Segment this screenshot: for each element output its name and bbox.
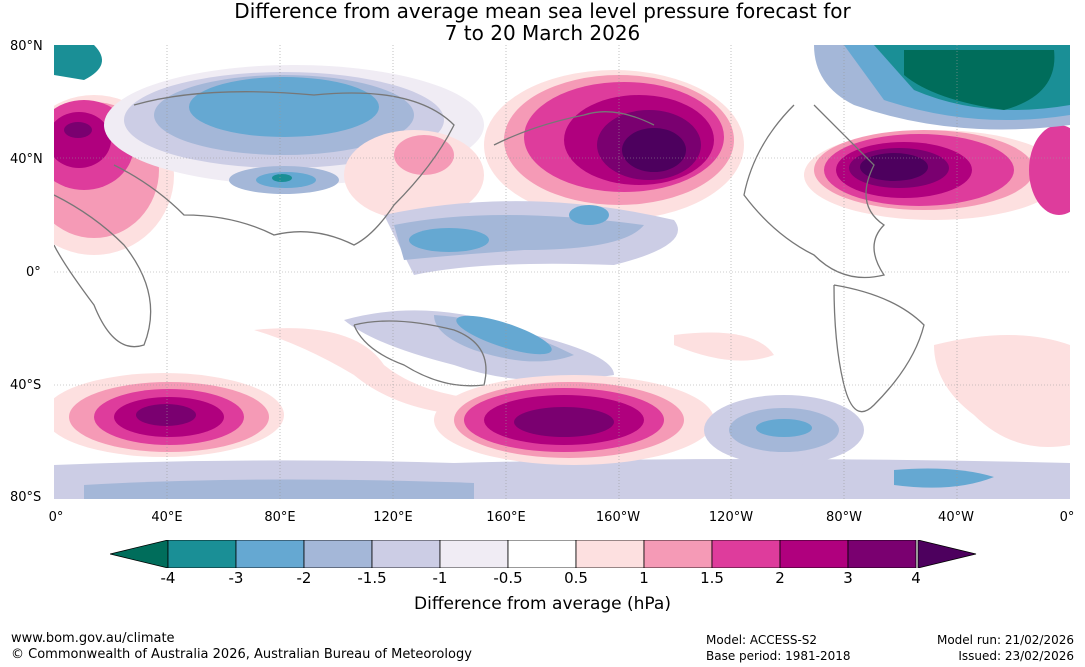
colorbar-tick-label: 0.5 bbox=[564, 569, 588, 587]
colorbar-swatch bbox=[507, 540, 577, 568]
title-line-1: Difference from average mean sea level p… bbox=[234, 0, 851, 23]
colorbar-tick-label: -1 bbox=[432, 569, 448, 587]
anomaly-region bbox=[934, 335, 1070, 447]
anomaly-region bbox=[84, 479, 474, 499]
anomaly-region bbox=[569, 205, 609, 225]
anomaly-region bbox=[272, 174, 292, 182]
footer-issued: Issued: 23/02/2026 bbox=[958, 649, 1074, 663]
anomaly-region bbox=[1029, 125, 1070, 215]
colorbar bbox=[110, 540, 977, 568]
lon-label: 120°E bbox=[373, 510, 413, 525]
anomaly-region bbox=[409, 228, 489, 252]
anomaly-region bbox=[674, 332, 774, 361]
lat-label: 40°S bbox=[10, 378, 42, 393]
anomaly-region bbox=[254, 328, 534, 417]
lon-label: 80°E bbox=[264, 510, 296, 525]
footer-model-run: Model run: 21/02/2026 bbox=[936, 633, 1074, 647]
colorbar-swatch bbox=[167, 540, 237, 568]
anomaly-region bbox=[514, 407, 614, 437]
lon-label: 120°W bbox=[708, 510, 754, 525]
colorbar-over-triangle bbox=[917, 540, 977, 568]
anomaly-region bbox=[394, 135, 454, 175]
colorbar-tick-label: -2 bbox=[296, 569, 312, 587]
colorbar-label: Difference from average (hPa) bbox=[414, 594, 671, 614]
colorbar-tick-label: -0.5 bbox=[493, 569, 523, 587]
colorbar-swatch bbox=[711, 540, 781, 568]
footer-base-period: Base period: 1981-2018 bbox=[706, 649, 851, 663]
anomaly-region bbox=[904, 50, 1055, 110]
lon-label: 40°W bbox=[938, 510, 974, 525]
colorbar-swatch bbox=[779, 540, 849, 568]
colorbar-tick-label: 4 bbox=[911, 569, 921, 587]
graticule bbox=[54, 45, 1070, 499]
anomaly-region bbox=[756, 419, 812, 437]
lon-label: 160°E bbox=[486, 510, 526, 525]
anomaly-region bbox=[64, 122, 92, 138]
lat-label: 80°N bbox=[10, 39, 43, 54]
map-title: Difference from average mean sea level p… bbox=[0, 0, 1085, 44]
lat-label: 40°N bbox=[10, 152, 43, 167]
anomaly-region bbox=[136, 404, 196, 426]
coastlines bbox=[54, 91, 925, 413]
anomaly-region bbox=[54, 45, 102, 80]
colorbar-tick-label: -1.5 bbox=[357, 569, 387, 587]
lon-label: 0° bbox=[48, 510, 64, 525]
colorbar-tick-label: 2 bbox=[775, 569, 785, 587]
anomaly-region bbox=[189, 77, 379, 137]
anomaly-region bbox=[894, 468, 994, 488]
lat-label: 80°S bbox=[10, 490, 42, 505]
footer-website: www.bom.gov.au/climate bbox=[11, 631, 175, 646]
colorbar-tick-label: 3 bbox=[843, 569, 853, 587]
anomaly-region bbox=[622, 128, 686, 172]
anomaly-region bbox=[860, 153, 928, 181]
colorbar-swatch bbox=[643, 540, 713, 568]
colorbar-swatch bbox=[371, 540, 441, 568]
colorbar-tick-label: 1 bbox=[639, 569, 649, 587]
colorbar-tick-label: -4 bbox=[160, 569, 176, 587]
colorbar-tick-label: -3 bbox=[228, 569, 244, 587]
lon-label: 40°E bbox=[151, 510, 183, 525]
colorbar-swatch bbox=[847, 540, 917, 568]
colorbar-under-triangle bbox=[110, 540, 169, 568]
colorbar-swatch bbox=[235, 540, 305, 568]
colorbar-swatch bbox=[439, 540, 509, 568]
colorbar-swatch bbox=[575, 540, 645, 568]
footer-model: Model: ACCESS-S2 bbox=[706, 633, 818, 647]
pressure-anomaly-map bbox=[54, 45, 1070, 499]
anomaly-region bbox=[456, 315, 552, 355]
colorbar-tick-label: 1.5 bbox=[700, 569, 724, 587]
lon-label: 160°W bbox=[595, 510, 641, 525]
colorbar-swatch bbox=[303, 540, 373, 568]
lon-label: 0° bbox=[1059, 510, 1075, 525]
lon-label: 80°W bbox=[826, 510, 862, 525]
footer-copyright: © Commonwealth of Australia 2026, Austra… bbox=[11, 647, 472, 662]
title-line-2: 7 to 20 March 2026 bbox=[444, 21, 641, 45]
lat-label: 0° bbox=[26, 265, 41, 280]
